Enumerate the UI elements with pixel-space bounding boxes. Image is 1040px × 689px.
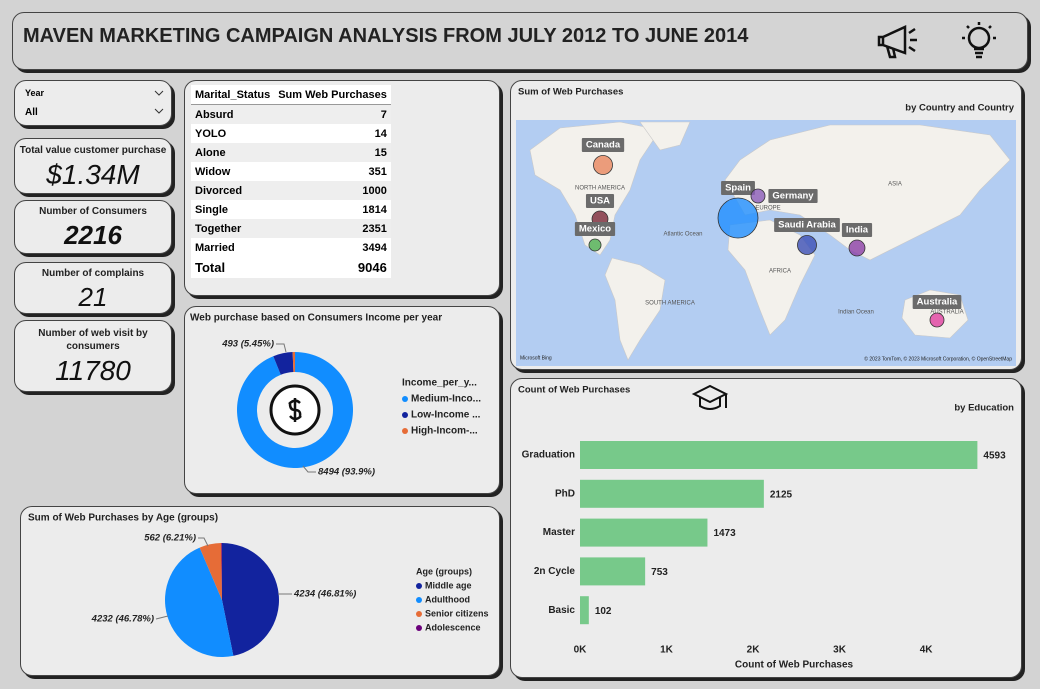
year-slicer[interactable]: Year All [14,80,172,126]
header-icons [877,22,996,59]
table-row: Divorced 1000 [191,181,391,200]
bar-panel [510,378,1022,678]
donut-panel [184,306,500,494]
card: Total value customer purchase $1.34M [14,138,172,194]
table-row: Married 3494 [191,238,391,257]
table-row: YOLO 14 [191,124,391,143]
card-value: 21 [78,282,108,312]
marital-table: Marital_Status Sum Web Purchases Absurd 7… [191,85,391,278]
slicer-value[interactable]: All [25,107,38,118]
cell: 14 [374,127,387,140]
map-panel [510,80,1022,370]
cell: Married [195,241,235,254]
total-label: Total [195,260,226,275]
cell: 2351 [274,219,391,238]
column-header[interactable]: Marital_Status [191,85,275,105]
cell: 3494 [362,241,387,254]
chevrons [154,90,164,114]
card-label: Number of complains [41,268,145,279]
card-label: Number of web visit by consumers [38,328,148,352]
cell: 1000 [274,181,391,200]
header-title: MAVEN MARKETING CAMPAIGN ANALYSIS FROM J… [23,25,749,47]
table-row: Widow 351 [191,162,391,181]
card: Number of web visit by consumers 11780 [14,320,172,392]
cell: Single [195,203,229,216]
pie-panel [20,506,500,676]
card-label: Total value customer purchase [19,145,167,156]
cell: Absurd [191,104,275,124]
table-panel: Marital_Status Sum Web Purchases Absurd 7… [184,80,500,296]
card-value: 11780 [55,355,131,386]
cell: Together [191,219,275,238]
slicer-label: Year [25,88,45,98]
cell: Alone [191,143,275,162]
card-value: 2216 [64,220,122,250]
card-label: Number of Consumers [39,206,147,217]
total-value: 9046 [357,260,387,275]
table-row: Absurd 7 [191,104,391,124]
table-row: Single 1814 [191,200,391,219]
cell: 15 [274,143,391,162]
cell: YOLO [195,127,227,140]
cell: Widow [195,165,231,178]
cell: 7 [274,104,391,124]
card: Number of Consumers 2216 [14,200,172,254]
card: Number of complains 21 [14,262,172,314]
table-row: Together 2351 [191,219,391,238]
total-row: Total 9046 [191,257,391,278]
card-value: $1.34M [46,159,140,190]
column-header[interactable]: Sum Web Purchases [274,85,391,105]
table-row: Alone 15 [191,143,391,162]
cell: 1814 [362,203,387,216]
cell: 351 [368,165,387,178]
cell: Divorced [191,181,275,200]
header: MAVEN MARKETING CAMPAIGN ANALYSIS FROM J… [12,12,1028,70]
